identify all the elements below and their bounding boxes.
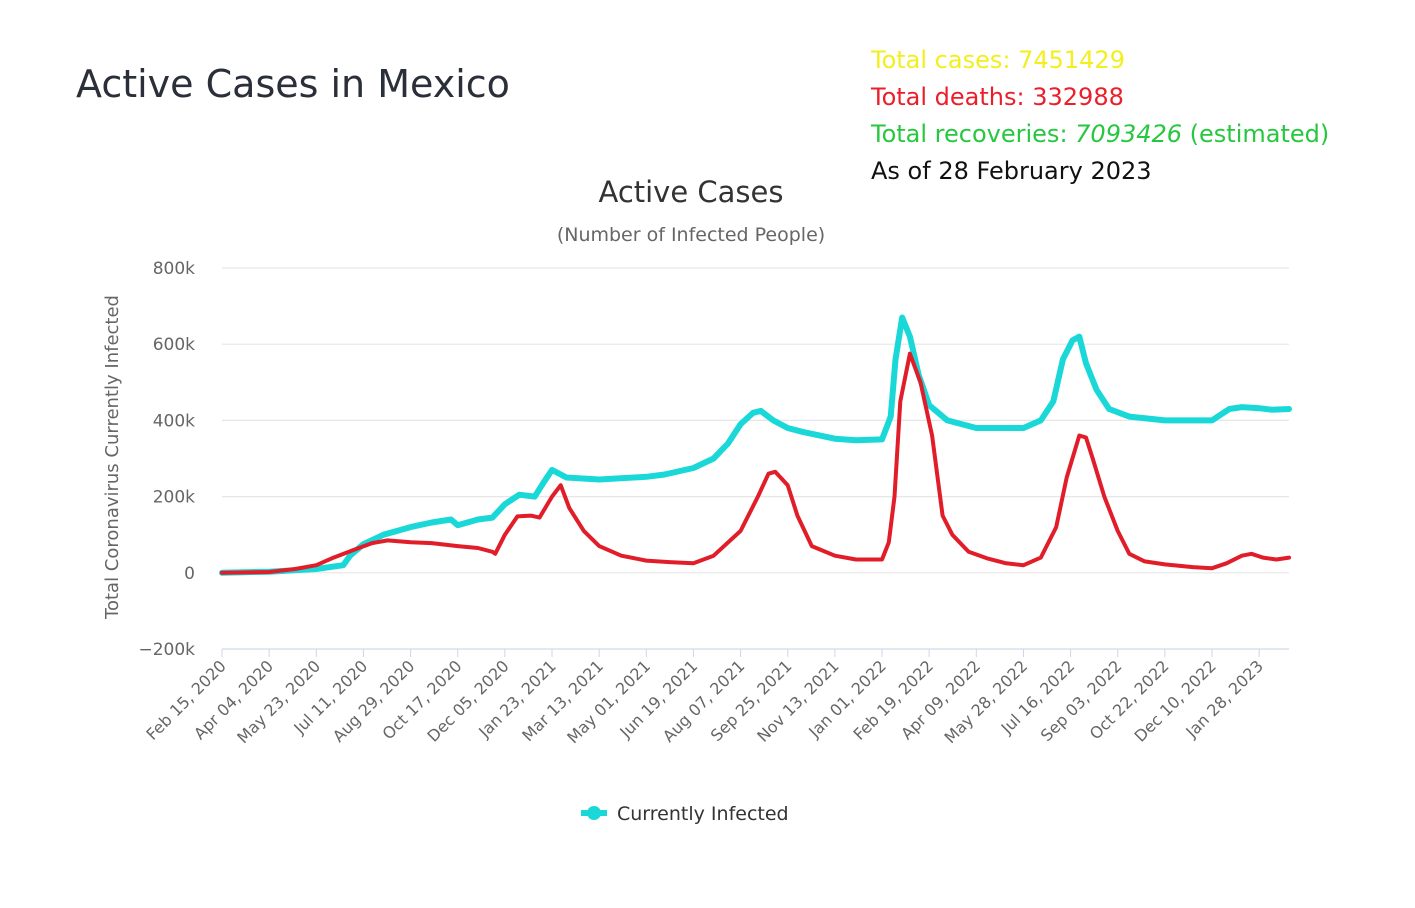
x-tick-label: May 28, 2022 (940, 656, 1031, 747)
total-deaths-value: 332988 (1032, 83, 1124, 111)
total-recoveries-value: 7093426 (1075, 120, 1183, 148)
grid-lines (222, 267, 1289, 650)
y-tick-label: 200k (153, 488, 195, 508)
x-tick-label: Feb 15, 2020 (142, 656, 229, 743)
as-of-date: As of 28 February 2023 (871, 157, 1152, 185)
summary-stats: Total cases: 7451429 Total deaths: 33298… (871, 42, 1329, 190)
x-tick-label: Aug 07, 2021 (659, 656, 749, 746)
total-recoveries-line: Total recoveries: 7093426 (estimated) (871, 116, 1329, 153)
y-tick-label: 400k (153, 411, 195, 431)
legend[interactable]: Currently Infected (581, 803, 789, 825)
x-tick-label: May 23, 2020 (233, 656, 324, 747)
y-tick-label: 0 (184, 564, 195, 584)
legend-swatch-marker (587, 806, 601, 820)
y-tick-label: −200k (138, 640, 195, 660)
y-tick-label: 800k (153, 259, 195, 279)
x-tick-label: May 01, 2021 (563, 656, 654, 747)
total-deaths-line: Total deaths: 332988 (871, 79, 1329, 116)
total-cases-line: Total cases: 7451429 (871, 42, 1329, 79)
y-axis-ticks: −200k 0 200k 400k 600k 800k (138, 259, 195, 660)
x-tick-label: Aug 29, 2020 (329, 656, 419, 746)
x-tick-label: Dec 10, 2022 (1131, 656, 1220, 745)
x-tick-label: Mar 13, 2021 (518, 656, 607, 745)
page-title: Active Cases in Mexico (76, 62, 510, 106)
x-tick-label: Nov 13, 2021 (753, 656, 842, 745)
total-recoveries-label: Total recoveries: (871, 120, 1076, 148)
currently-infected-series-line (219, 314, 1292, 576)
x-tick-label: Sep 25, 2021 (707, 656, 796, 745)
total-recoveries-note: (estimated) (1182, 120, 1330, 148)
x-tick-label: Dec 05, 2020 (423, 656, 512, 745)
y-axis-label: Total Coronavirus Currently Infected (102, 295, 123, 620)
x-tick-label: Sep 03, 2022 (1037, 656, 1126, 745)
chart-title: Active Cases (598, 175, 783, 209)
total-deaths-label: Total deaths: (871, 83, 1033, 111)
total-cases-label: Total cases: (871, 46, 1019, 74)
series-lines (219, 314, 1292, 576)
chart-subtitle: (Number of Infected People) (557, 224, 825, 246)
secondary-series-line (220, 351, 1291, 575)
y-tick-label: 600k (153, 335, 195, 355)
legend-label: Currently Infected (617, 803, 789, 825)
total-cases-value: 7451429 (1018, 46, 1125, 74)
